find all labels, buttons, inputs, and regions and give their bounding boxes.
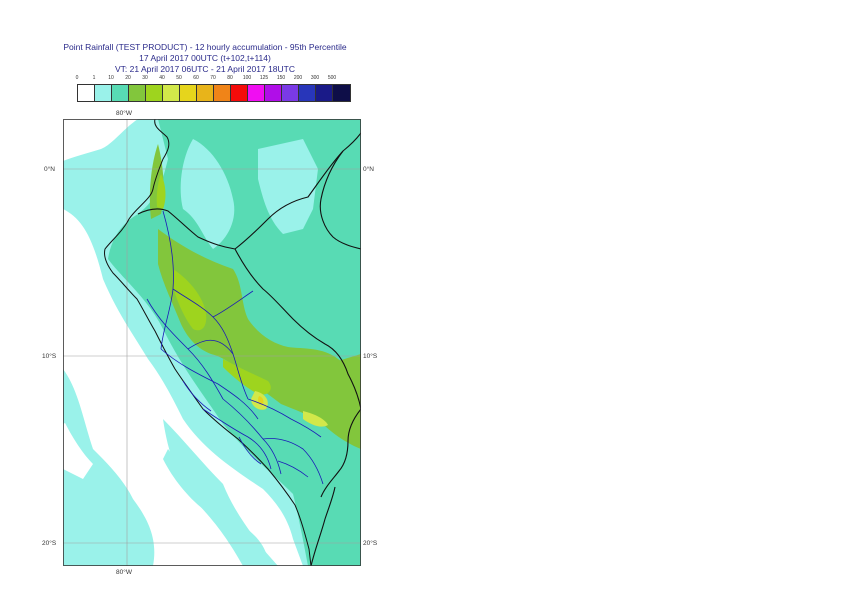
legend-swatch	[282, 85, 299, 101]
legend-swatch	[180, 85, 197, 101]
run-time-subtitle: 17 April 2017 00UTC (t+102,t+114)	[139, 53, 271, 63]
legend-swatch	[214, 85, 231, 101]
legend-swatch	[231, 85, 248, 101]
legend-swatch	[299, 85, 316, 101]
legend-swatch	[163, 85, 180, 101]
legend-swatch	[316, 85, 333, 101]
legend-tick-label: 70	[210, 75, 216, 81]
legend-swatch	[129, 85, 146, 101]
dry-ocean-areas	[63, 119, 303, 566]
legend-tick-label: 300	[310, 75, 320, 81]
legend-tick-label: 30	[142, 75, 148, 81]
map-frame	[63, 119, 361, 566]
legend-tick-label: 60	[193, 75, 199, 81]
legend-tick-label: 100	[242, 75, 252, 81]
land-rain-10mm	[163, 139, 318, 566]
legend-tick-label: 200	[293, 75, 303, 81]
lat-label-left-0: 0°N	[44, 166, 55, 173]
legend-tick-label: 10	[108, 75, 114, 81]
legend-tick-label: 125	[259, 75, 269, 81]
coastline	[104, 119, 312, 566]
legend-swatch	[197, 85, 214, 101]
legend-swatch	[112, 85, 129, 101]
lat-label-left-10s: 10°S	[42, 353, 57, 360]
admin-borders	[146, 210, 324, 485]
legend-tick-label: 1	[92, 75, 96, 81]
legend-swatch	[95, 85, 112, 101]
legend-swatch	[248, 85, 265, 101]
legend-color-bar	[77, 84, 351, 102]
lat-label-right-20s: 20°S	[363, 540, 378, 547]
lon-label-bottom: 80°W	[116, 569, 132, 576]
legend-tick-label: 20	[125, 75, 131, 81]
legend-tick-label: 50	[176, 75, 182, 81]
graticule	[63, 119, 361, 566]
lat-label-right-10s: 10°S	[363, 353, 378, 360]
legend-tick-label: 80	[227, 75, 233, 81]
rainfall-map	[63, 119, 361, 566]
lon-label-top: 80°W	[116, 110, 132, 117]
legend-tick-label: 0	[75, 75, 79, 81]
legend-tick-label: 500	[327, 75, 337, 81]
legend-swatch	[78, 85, 95, 101]
lat-label-right-0: 0°N	[363, 166, 374, 173]
legend-swatch	[146, 85, 163, 101]
map-title: Point Rainfall (TEST PRODUCT) - 12 hourl…	[63, 42, 347, 52]
legend-tick-label: 40	[159, 75, 165, 81]
lat-label-left-20s: 20°S	[42, 540, 57, 547]
legend-tick-label: 150	[276, 75, 286, 81]
valid-time-subtitle: VT: 21 April 2017 06UTC - 21 April 2017 …	[114, 64, 295, 74]
legend-swatch	[265, 85, 282, 101]
country-borders	[137, 132, 361, 566]
legend-swatch	[333, 85, 350, 101]
